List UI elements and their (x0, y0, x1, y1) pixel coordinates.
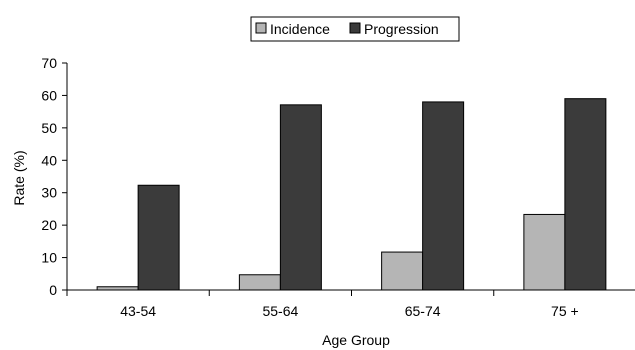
y-tick-label: 50 (41, 120, 57, 136)
y-axis: 0 10 20 30 40 50 60 70 (41, 55, 68, 298)
legend: Incidence Progression (250, 16, 460, 42)
y-tick-label: 20 (41, 217, 57, 233)
y-tick-label: 60 (41, 87, 57, 103)
x-tick-label: 43-54 (120, 303, 156, 319)
y-tick-label: 30 (41, 185, 57, 201)
x-axis-title: Age Group (322, 332, 390, 348)
y-axis-title: Rate (%) (11, 150, 27, 205)
legend-swatch-progression (349, 22, 361, 34)
bar-progression (422, 101, 465, 291)
y-tick-label: 40 (41, 152, 57, 168)
y-tick-label: 10 (41, 250, 57, 266)
bar-progression (564, 98, 607, 291)
legend-label-incidence: Incidence (270, 21, 330, 37)
x-tick-label: 75 + (551, 303, 579, 319)
bar-incidence (523, 213, 566, 291)
legend-swatch-incidence (255, 22, 267, 34)
legend-label-progression: Progression (364, 21, 439, 37)
bar-progression (137, 184, 180, 291)
x-tick-label: 55-64 (262, 303, 298, 319)
bar-incidence (238, 274, 281, 291)
x-tick-label: 65-74 (405, 303, 441, 319)
bars (96, 98, 607, 291)
x-axis: 43-54 55-64 65-74 75 + (66, 289, 635, 319)
y-tick-label: 0 (49, 282, 57, 298)
bar-progression (279, 104, 322, 291)
y-tick-label: 70 (41, 55, 57, 71)
bar-incidence (381, 251, 424, 291)
